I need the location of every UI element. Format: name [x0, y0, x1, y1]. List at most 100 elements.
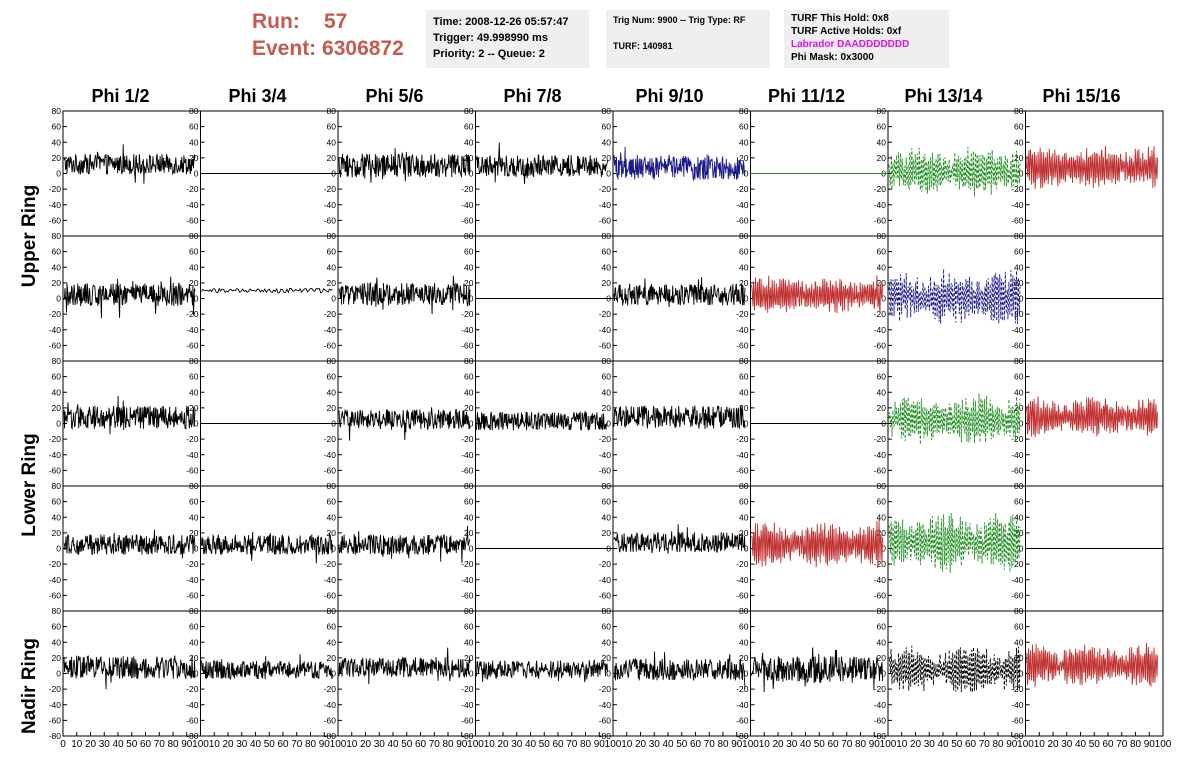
- y-tick-label: -60: [1011, 465, 1024, 475]
- col-title-phi-9-10: Phi 9/10: [635, 86, 704, 106]
- run-event-block: Run: 57 Event: 6306872: [252, 8, 404, 62]
- y-tick-label: 80: [189, 481, 199, 491]
- y-tick-label: -40: [874, 450, 887, 460]
- y-tick-label: 40: [327, 137, 337, 147]
- x-tick-label: 30: [236, 739, 248, 750]
- y-tick-label: -40: [736, 325, 749, 335]
- y-tick-label: -20: [874, 309, 887, 319]
- x-tick-label: 100: [1017, 739, 1034, 750]
- y-tick-label: -80: [49, 731, 62, 741]
- y-tick-label: 40: [52, 637, 62, 647]
- y-tick-label: 20: [877, 528, 887, 538]
- y-tick-label: 60: [1014, 622, 1024, 632]
- y-tick-label: -60: [1011, 715, 1024, 725]
- y-tick-label: -20: [461, 309, 474, 319]
- y-tick-label: 80: [739, 481, 749, 491]
- y-tick-label: -60: [49, 215, 62, 225]
- y-tick-label: 0: [744, 669, 749, 679]
- y-tick-label: -60: [461, 465, 474, 475]
- y-tick-label: -20: [186, 184, 199, 194]
- y-tick-label: 40: [739, 137, 749, 147]
- y-tick-label: -20: [1011, 559, 1024, 569]
- y-tick-label: 0: [881, 669, 886, 679]
- y-tick-label: -60: [599, 340, 612, 350]
- y-tick-label: -40: [324, 700, 337, 710]
- y-tick-label: 20: [327, 403, 337, 413]
- y-tick-label: 20: [1014, 278, 1024, 288]
- y-tick-label: 40: [877, 512, 887, 522]
- y-tick-label: 20: [877, 403, 887, 413]
- y-tick-label: -40: [736, 200, 749, 210]
- y-tick-label: 0: [469, 544, 474, 554]
- y-tick-label: -60: [599, 590, 612, 600]
- y-tick-label: -40: [186, 700, 199, 710]
- y-tick-label: 60: [739, 622, 749, 632]
- y-tick-label: 60: [189, 122, 199, 132]
- x-tick-label: 100: [880, 739, 897, 750]
- x-tick-label: 40: [250, 739, 262, 750]
- x-tick-label: 80: [580, 739, 592, 750]
- trace-r2-c0: [63, 395, 196, 435]
- y-tick-label: 60: [52, 497, 62, 507]
- y-tick-label: 20: [464, 403, 474, 413]
- y-tick-label: 0: [744, 419, 749, 429]
- y-tick-label: 60: [877, 122, 887, 132]
- y-tick-label: -20: [461, 434, 474, 444]
- y-tick-label: 20: [739, 278, 749, 288]
- y-tick-label: -40: [1011, 325, 1024, 335]
- y-tick-label: -20: [49, 434, 62, 444]
- y-tick-label: 40: [602, 637, 612, 647]
- panel-frame: [62, 110, 201, 237]
- y-tick-label: 60: [602, 622, 612, 632]
- y-tick-label: 60: [52, 122, 62, 132]
- y-tick-label: 80: [52, 231, 62, 241]
- y-tick-label: 40: [327, 637, 337, 647]
- y-tick-label: 0: [881, 294, 886, 304]
- y-tick-label: 80: [52, 106, 62, 116]
- x-tick-label: 70: [291, 739, 303, 750]
- x-tick-label: 10: [1034, 739, 1046, 750]
- y-tick-label: 60: [189, 372, 199, 382]
- x-tick-label: 20: [635, 739, 647, 750]
- y-tick-label: 60: [739, 247, 749, 257]
- y-tick-label: -40: [186, 575, 199, 585]
- y-tick-label: 20: [189, 278, 199, 288]
- x-tick-label: 100: [1155, 739, 1172, 750]
- y-tick-label: -20: [324, 309, 337, 319]
- x-tick-label: 10: [346, 739, 358, 750]
- y-tick-label: -60: [461, 215, 474, 225]
- y-tick-label: -80: [599, 731, 612, 741]
- y-tick-label: -60: [324, 340, 337, 350]
- y-tick-label: 20: [189, 653, 199, 663]
- y-tick-label: -20: [736, 309, 749, 319]
- trace-r3-c4: [613, 524, 746, 554]
- trace-r1-c2: [338, 275, 471, 315]
- y-tick-label: 20: [739, 403, 749, 413]
- y-tick-label: -20: [599, 309, 612, 319]
- y-tick-label: -60: [736, 715, 749, 725]
- panel-frame: [475, 110, 614, 237]
- y-tick-label: 0: [56, 419, 61, 429]
- y-tick-label: 80: [602, 106, 612, 116]
- y-tick-label: 20: [52, 653, 62, 663]
- x-tick-label: 80: [1130, 739, 1142, 750]
- y-tick-label: -20: [186, 684, 199, 694]
- y-tick-label: 80: [52, 356, 62, 366]
- y-tick-label: 60: [877, 497, 887, 507]
- y-tick-label: -80: [461, 731, 474, 741]
- y-tick-label: -20: [874, 184, 887, 194]
- x-tick-label: 60: [277, 739, 289, 750]
- time-line: Time: 2008-12-26 05:57:47: [433, 16, 569, 28]
- y-tick-label: 60: [189, 622, 199, 632]
- x-tick-label: 70: [154, 739, 166, 750]
- y-tick-label: 0: [56, 294, 61, 304]
- x-tick-label: 30: [924, 739, 936, 750]
- time-info-box: Time: 2008-12-26 05:57:47 Trigger: 49.99…: [426, 10, 589, 68]
- x-tick-label: 60: [965, 739, 977, 750]
- y-tick-label: 60: [327, 122, 337, 132]
- y-tick-label: 20: [52, 278, 62, 288]
- y-tick-label: 0: [744, 294, 749, 304]
- y-tick-label: 40: [189, 512, 199, 522]
- x-tick-label: 90: [869, 739, 881, 750]
- y-tick-label: 0: [881, 544, 886, 554]
